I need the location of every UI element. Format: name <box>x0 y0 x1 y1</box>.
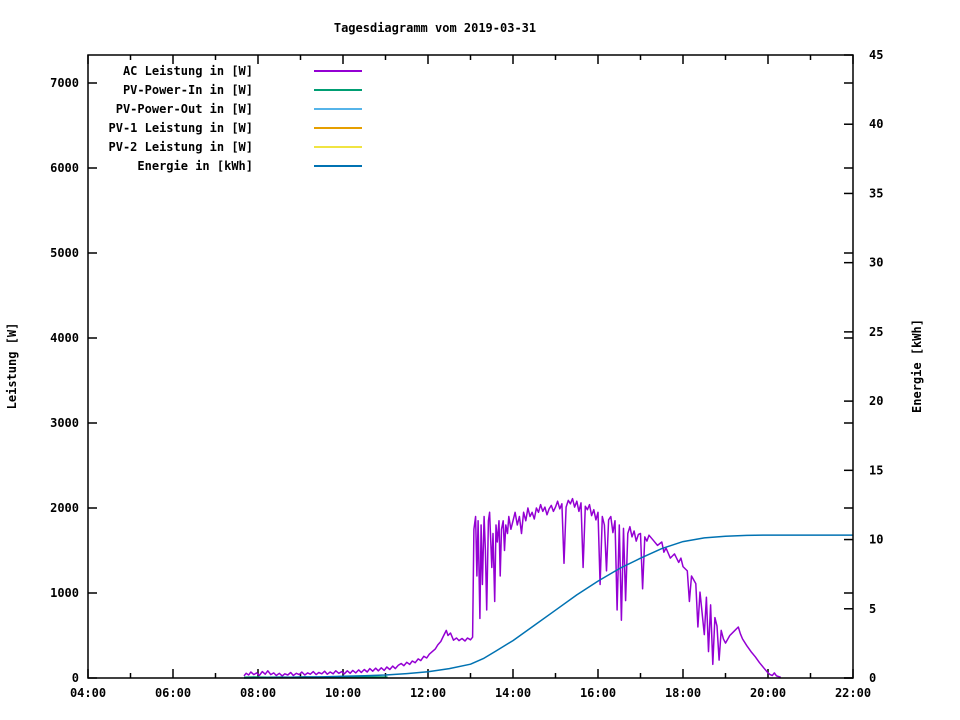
x-tick-label: 06:00 <box>155 686 191 700</box>
y1-tick-label: 4000 <box>50 331 79 345</box>
legend-item-label: PV-Power-In in [W] <box>123 83 253 97</box>
x-tick-label: 16:00 <box>580 686 616 700</box>
y1-tick-label: 1000 <box>50 586 79 600</box>
series-line-ac <box>243 497 782 679</box>
x-tick-label: 18:00 <box>665 686 701 700</box>
legend: AC Leistung in [W] PV-Power-In in [W] PV-P… <box>109 64 362 173</box>
x-tick-label: 04:00 <box>70 686 106 700</box>
y2-tick-label: 5 <box>869 602 876 616</box>
y2-axis-title: Energie [kWh] <box>910 319 924 413</box>
x-tick-label: 10:00 <box>325 686 361 700</box>
x-tick-label: 14:00 <box>495 686 531 700</box>
plot-border <box>87 54 854 679</box>
legend-item-label: PV-2 Leistung in [W] <box>109 140 254 154</box>
y1-axis-title: Leistung [W] <box>5 323 19 410</box>
legend-item-label: PV-1 Leistung in [W] <box>109 121 254 135</box>
chart-title: Tagesdiagramm vom 2019-03-31 <box>334 21 536 35</box>
y2-tick-label: 10 <box>869 533 883 547</box>
legend-item-label: PV-Power-Out in [W] <box>116 102 253 116</box>
axis-tick-labels: 04:00 06:00 08:00 10:00 12:00 14:00 16:00 18:00… <box>50 48 883 700</box>
y1-tick-label: 5000 <box>50 246 79 260</box>
y1-tick-label: 3000 <box>50 416 79 430</box>
y1-tick-label: 7000 <box>50 76 79 90</box>
y1-tick-label: 6000 <box>50 161 79 175</box>
y2-tick-label: 20 <box>869 394 883 408</box>
x-tick-label: 08:00 <box>240 686 276 700</box>
x-tick-label: 22:00 <box>835 686 871 700</box>
y2-tick-label: 45 <box>869 48 883 62</box>
legend-item-label: Energie in [kWh] <box>137 159 253 173</box>
y1-tick-label: 0 <box>72 671 79 685</box>
y2-tick-label: 15 <box>869 463 883 477</box>
y1-tick-label: 2000 <box>50 501 79 515</box>
y2-tick-label: 25 <box>869 325 883 339</box>
data-series <box>243 497 853 679</box>
series-line-energie <box>243 534 853 679</box>
y2-tick-label: 35 <box>869 186 883 200</box>
y2-tick-label: 30 <box>869 256 883 270</box>
y2-tick-label: 40 <box>869 117 883 131</box>
x-tick-label: 20:00 <box>750 686 786 700</box>
legend-item-label: AC Leistung in [W] <box>123 64 253 78</box>
x-tick-label: 12:00 <box>410 686 446 700</box>
y2-tick-label: 0 <box>869 671 876 685</box>
